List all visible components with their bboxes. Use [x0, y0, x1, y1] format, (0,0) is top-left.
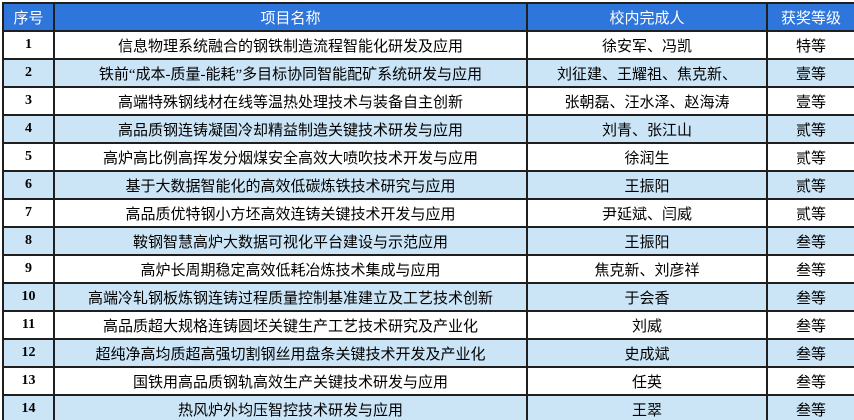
project-name-cell: 信息物理系统融合的钢铁制造流程智能化研发及应用: [53, 30, 528, 60]
row-index-cell: 7: [2, 198, 55, 228]
row-index-cell: 1: [2, 30, 55, 60]
table-row: 4 高品质钢连铸凝固冷却精益制造关键技术研发与应用 刘青、张江山 贰等: [2, 114, 854, 144]
table-row: 1 信息物理系统融合的钢铁制造流程智能化研发及应用 徐安军、冯凯 特等: [2, 30, 854, 60]
award-level-cell: 叁等: [766, 226, 854, 256]
table-row: 7 高品质优特钢小方坯高效连铸关键技术开发与应用 尹延斌、闫威 贰等: [2, 198, 854, 228]
award-level-cell: 贰等: [766, 198, 854, 228]
project-name-cell: 国铁用高品质钢轨高效生产关键技术研发与应用: [53, 366, 528, 396]
project-name-cell: 热风炉外均压智控技术研发与应用: [53, 394, 528, 420]
row-index-cell: 4: [2, 114, 55, 144]
members-cell: 史成斌: [526, 338, 768, 368]
project-name-cell: 高炉高比例高挥发分烟煤安全高效大喷吹技术开发与应用: [53, 142, 528, 172]
col-header-award: 获奖等级: [766, 2, 854, 32]
members-cell: 焦克新、刘彦祥: [526, 254, 768, 284]
award-level-cell: 贰等: [766, 114, 854, 144]
header-row: 序号 项目名称 校内完成人 获奖等级: [2, 2, 854, 32]
table-row: 14 热风炉外均压智控技术研发与应用 王翠 叁等: [2, 394, 854, 420]
award-level-cell: 叁等: [766, 394, 854, 420]
members-cell: 张朝磊、汪水泽、赵海涛: [526, 86, 768, 116]
row-index-cell: 11: [2, 310, 55, 340]
members-cell: 于会香: [526, 282, 768, 312]
members-cell: 刘青、张江山: [526, 114, 768, 144]
members-cell: 徐安军、冯凯: [526, 30, 768, 60]
table-row: 5 高炉高比例高挥发分烟煤安全高效大喷吹技术开发与应用 徐润生 贰等: [2, 142, 854, 172]
row-index-cell: 3: [2, 86, 55, 116]
table-row: 8 鞍钢智慧高炉大数据可视化平台建设与示范应用 王振阳 叁等: [2, 226, 854, 256]
table-row: 3 高端特殊钢线材在线等温热处理技术与装备自主创新 张朝磊、汪水泽、赵海涛 壹等: [2, 86, 854, 116]
table-row: 13 国铁用高品质钢轨高效生产关键技术研发与应用 任英 叁等: [2, 366, 854, 396]
row-index-cell: 12: [2, 338, 55, 368]
row-index-cell: 2: [2, 58, 55, 88]
award-level-cell: 特等: [766, 30, 854, 60]
project-name-cell: 铁前“成本-质量-能耗”多目标协同智能配矿系统研发与应用: [53, 58, 528, 88]
award-level-cell: 叁等: [766, 366, 854, 396]
project-name-cell: 鞍钢智慧高炉大数据可视化平台建设与示范应用: [53, 226, 528, 256]
project-name-cell: 基于大数据智能化的高效低碳炼铁技术研究与应用: [53, 170, 528, 200]
row-index-cell: 5: [2, 142, 55, 172]
row-index-cell: 10: [2, 282, 55, 312]
row-index-cell: 6: [2, 170, 55, 200]
project-name-cell: 高炉长周期稳定高效低耗冶炼技术集成与应用: [53, 254, 528, 284]
table-row: 10 高端冷轧钢板炼钢连铸过程质量控制基准建立及工艺技术创新 于会香 叁等: [2, 282, 854, 312]
table-body: 1 信息物理系统融合的钢铁制造流程智能化研发及应用 徐安军、冯凯 特等 2 铁前…: [2, 30, 854, 420]
award-level-cell: 壹等: [766, 58, 854, 88]
row-index-cell: 13: [2, 366, 55, 396]
award-level-cell: 叁等: [766, 310, 854, 340]
table-row: 2 铁前“成本-质量-能耗”多目标协同智能配矿系统研发与应用 刘征建、王耀祖、焦…: [2, 58, 854, 88]
col-header-index: 序号: [2, 2, 55, 32]
table-row: 11 高品质超大规格连铸圆坯关键生产工艺技术研究及产业化 刘威 叁等: [2, 310, 854, 340]
table-row: 6 基于大数据智能化的高效低碳炼铁技术研究与应用 王振阳 贰等: [2, 170, 854, 200]
col-header-members: 校内完成人: [526, 2, 768, 32]
award-level-cell: 壹等: [766, 86, 854, 116]
project-name-cell: 超纯净高均质超高强切割钢丝用盘条关键技术开发及产业化: [53, 338, 528, 368]
row-index-cell: 14: [2, 394, 55, 420]
members-cell: 刘征建、王耀祖、焦克新、: [526, 58, 768, 88]
award-level-cell: 叁等: [766, 282, 854, 312]
members-cell: 王振阳: [526, 226, 768, 256]
table-row: 12 超纯净高均质超高强切割钢丝用盘条关键技术开发及产业化 史成斌 叁等: [2, 338, 854, 368]
table-header: 序号 项目名称 校内完成人 获奖等级: [2, 2, 854, 32]
members-cell: 刘威: [526, 310, 768, 340]
table-row: 9 高炉长周期稳定高效低耗冶炼技术集成与应用 焦克新、刘彦祥 叁等: [2, 254, 854, 284]
project-name-cell: 高端特殊钢线材在线等温热处理技术与装备自主创新: [53, 86, 528, 116]
members-cell: 任英: [526, 366, 768, 396]
row-index-cell: 8: [2, 226, 55, 256]
award-level-cell: 叁等: [766, 338, 854, 368]
col-header-project: 项目名称: [53, 2, 528, 32]
award-level-cell: 叁等: [766, 254, 854, 284]
row-index-cell: 9: [2, 254, 55, 284]
project-name-cell: 高品质优特钢小方坯高效连铸关键技术开发与应用: [53, 198, 528, 228]
award-level-cell: 贰等: [766, 142, 854, 172]
award-level-cell: 贰等: [766, 170, 854, 200]
members-cell: 徐润生: [526, 142, 768, 172]
project-name-cell: 高品质超大规格连铸圆坯关键生产工艺技术研究及产业化: [53, 310, 528, 340]
members-cell: 王振阳: [526, 170, 768, 200]
project-name-cell: 高品质钢连铸凝固冷却精益制造关键技术研发与应用: [53, 114, 528, 144]
members-cell: 尹延斌、闫威: [526, 198, 768, 228]
project-name-cell: 高端冷轧钢板炼钢连铸过程质量控制基准建立及工艺技术创新: [53, 282, 528, 312]
members-cell: 王翠: [526, 394, 768, 420]
